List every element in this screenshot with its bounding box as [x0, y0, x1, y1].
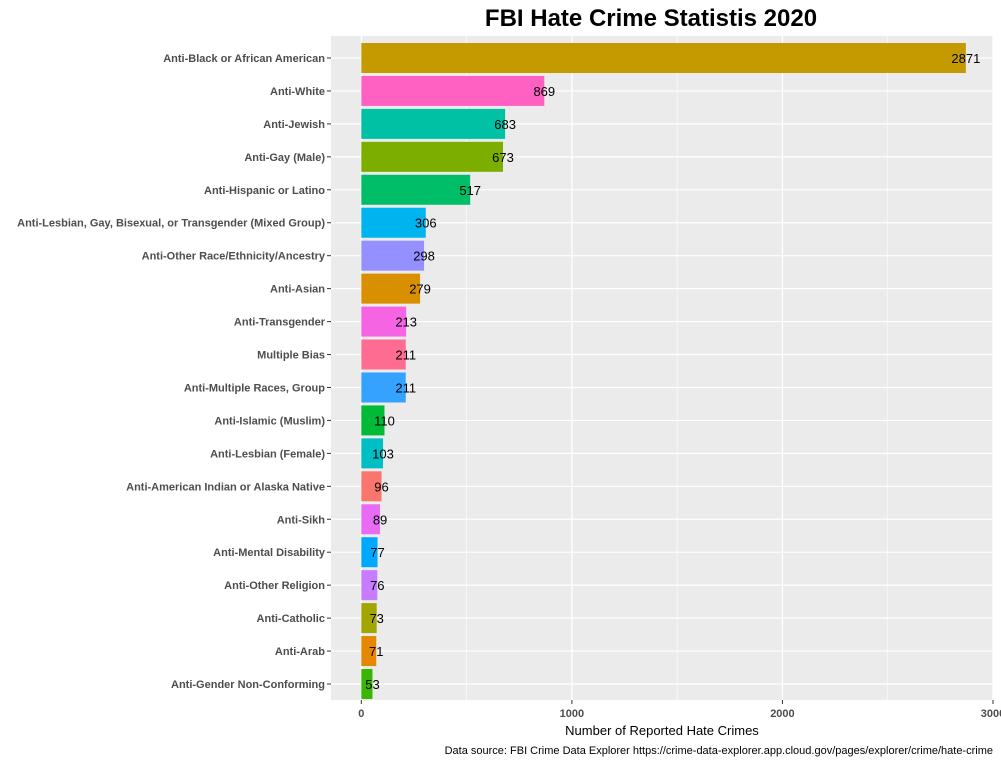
category-label: Anti-Hispanic or Latino [204, 185, 325, 197]
category-labels: Anti-Black or African American Anti-White… [17, 53, 331, 691]
bar-value-label: 76 [370, 578, 384, 593]
category-label: Anti-Gay (Male) [244, 152, 325, 164]
bar [361, 570, 378, 601]
bar [361, 603, 377, 634]
bar-value-label: 683 [494, 117, 516, 132]
category-label: Anti-American Indian or Alaska Native [126, 481, 325, 493]
x-tick-label: 3000 [981, 708, 1001, 720]
x-axis-title: Number of Reported Hate Crimes [565, 723, 759, 738]
category-label: Anti-Lesbian, Gay, Bisexual, or Transgen… [17, 218, 325, 230]
category-label: Anti-Sikh [277, 514, 326, 526]
category-label: Anti-Islamic (Muslim) [214, 415, 325, 427]
x-axis: 0 1000 2000 3000 [358, 700, 1001, 720]
category-label: Anti-White [270, 86, 325, 98]
bar [361, 75, 545, 106]
category-label: Anti-Arab [275, 646, 325, 658]
bar [361, 405, 385, 436]
bar-value-label: 2871 [951, 51, 980, 66]
bar-value-label: 53 [365, 677, 379, 692]
bar-value-label: 306 [415, 216, 437, 231]
bar [361, 471, 382, 502]
bar [361, 306, 407, 337]
category-label: Anti-Lesbian (Female) [210, 448, 325, 460]
bar [361, 339, 406, 370]
bar-value-label: 869 [533, 84, 555, 99]
bar-value-label: 279 [409, 282, 431, 297]
category-label: Multiple Bias [257, 350, 325, 362]
x-tick-label: 0 [358, 708, 364, 720]
bar-value-label: 211 [395, 348, 416, 363]
bar [361, 504, 381, 535]
category-label: Anti-Mental Disability [213, 547, 326, 559]
bars-group: 2871 869 683 673 517 306 298 279 213 211 211 110 103… [361, 43, 980, 699]
chart-caption: Data source: FBI Crime Data Explorer htt… [445, 745, 993, 757]
category-label: Anti-Other Religion [224, 580, 325, 592]
category-label: Anti-Multiple Races, Group [184, 382, 325, 394]
category-label: Anti-Asian [270, 284, 325, 296]
category-label: Anti-Transgender [234, 317, 326, 329]
bar-value-label: 110 [374, 413, 395, 428]
bar-value-label: 673 [492, 150, 514, 165]
bar [361, 141, 504, 172]
bar [361, 372, 406, 403]
bar [361, 537, 378, 568]
category-label: Anti-Other Race/Ethnicity/Ancestry [142, 251, 326, 263]
bar-value-label: 77 [370, 545, 384, 560]
bar-value-label: 517 [459, 183, 481, 198]
bar-value-label: 96 [374, 479, 388, 494]
chart-title: FBI Hate Crime Statistis 2020 [485, 5, 817, 32]
bar-value-label: 213 [395, 315, 417, 330]
bar-value-label: 211 [395, 380, 416, 395]
x-tick-label: 2000 [770, 708, 794, 720]
bar [361, 636, 377, 667]
bar [361, 438, 384, 469]
category-label: Anti-Catholic [257, 613, 325, 625]
x-tick-label: 1000 [560, 708, 584, 720]
bar-value-label: 71 [369, 644, 383, 659]
bar [361, 174, 471, 205]
bar-value-label: 298 [413, 249, 435, 264]
bar [361, 207, 426, 238]
bar [361, 273, 421, 304]
bar-value-label: 89 [373, 512, 387, 527]
bar [361, 108, 506, 139]
bar-value-label: 103 [372, 446, 394, 461]
bar [361, 240, 425, 271]
category-label: Anti-Jewish [263, 119, 325, 131]
bar-value-label: 73 [369, 611, 383, 626]
category-label: Anti-Gender Non-Conforming [171, 679, 325, 691]
bar [361, 669, 373, 699]
category-label: Anti-Black or African American [163, 53, 325, 65]
bar [361, 43, 966, 73]
